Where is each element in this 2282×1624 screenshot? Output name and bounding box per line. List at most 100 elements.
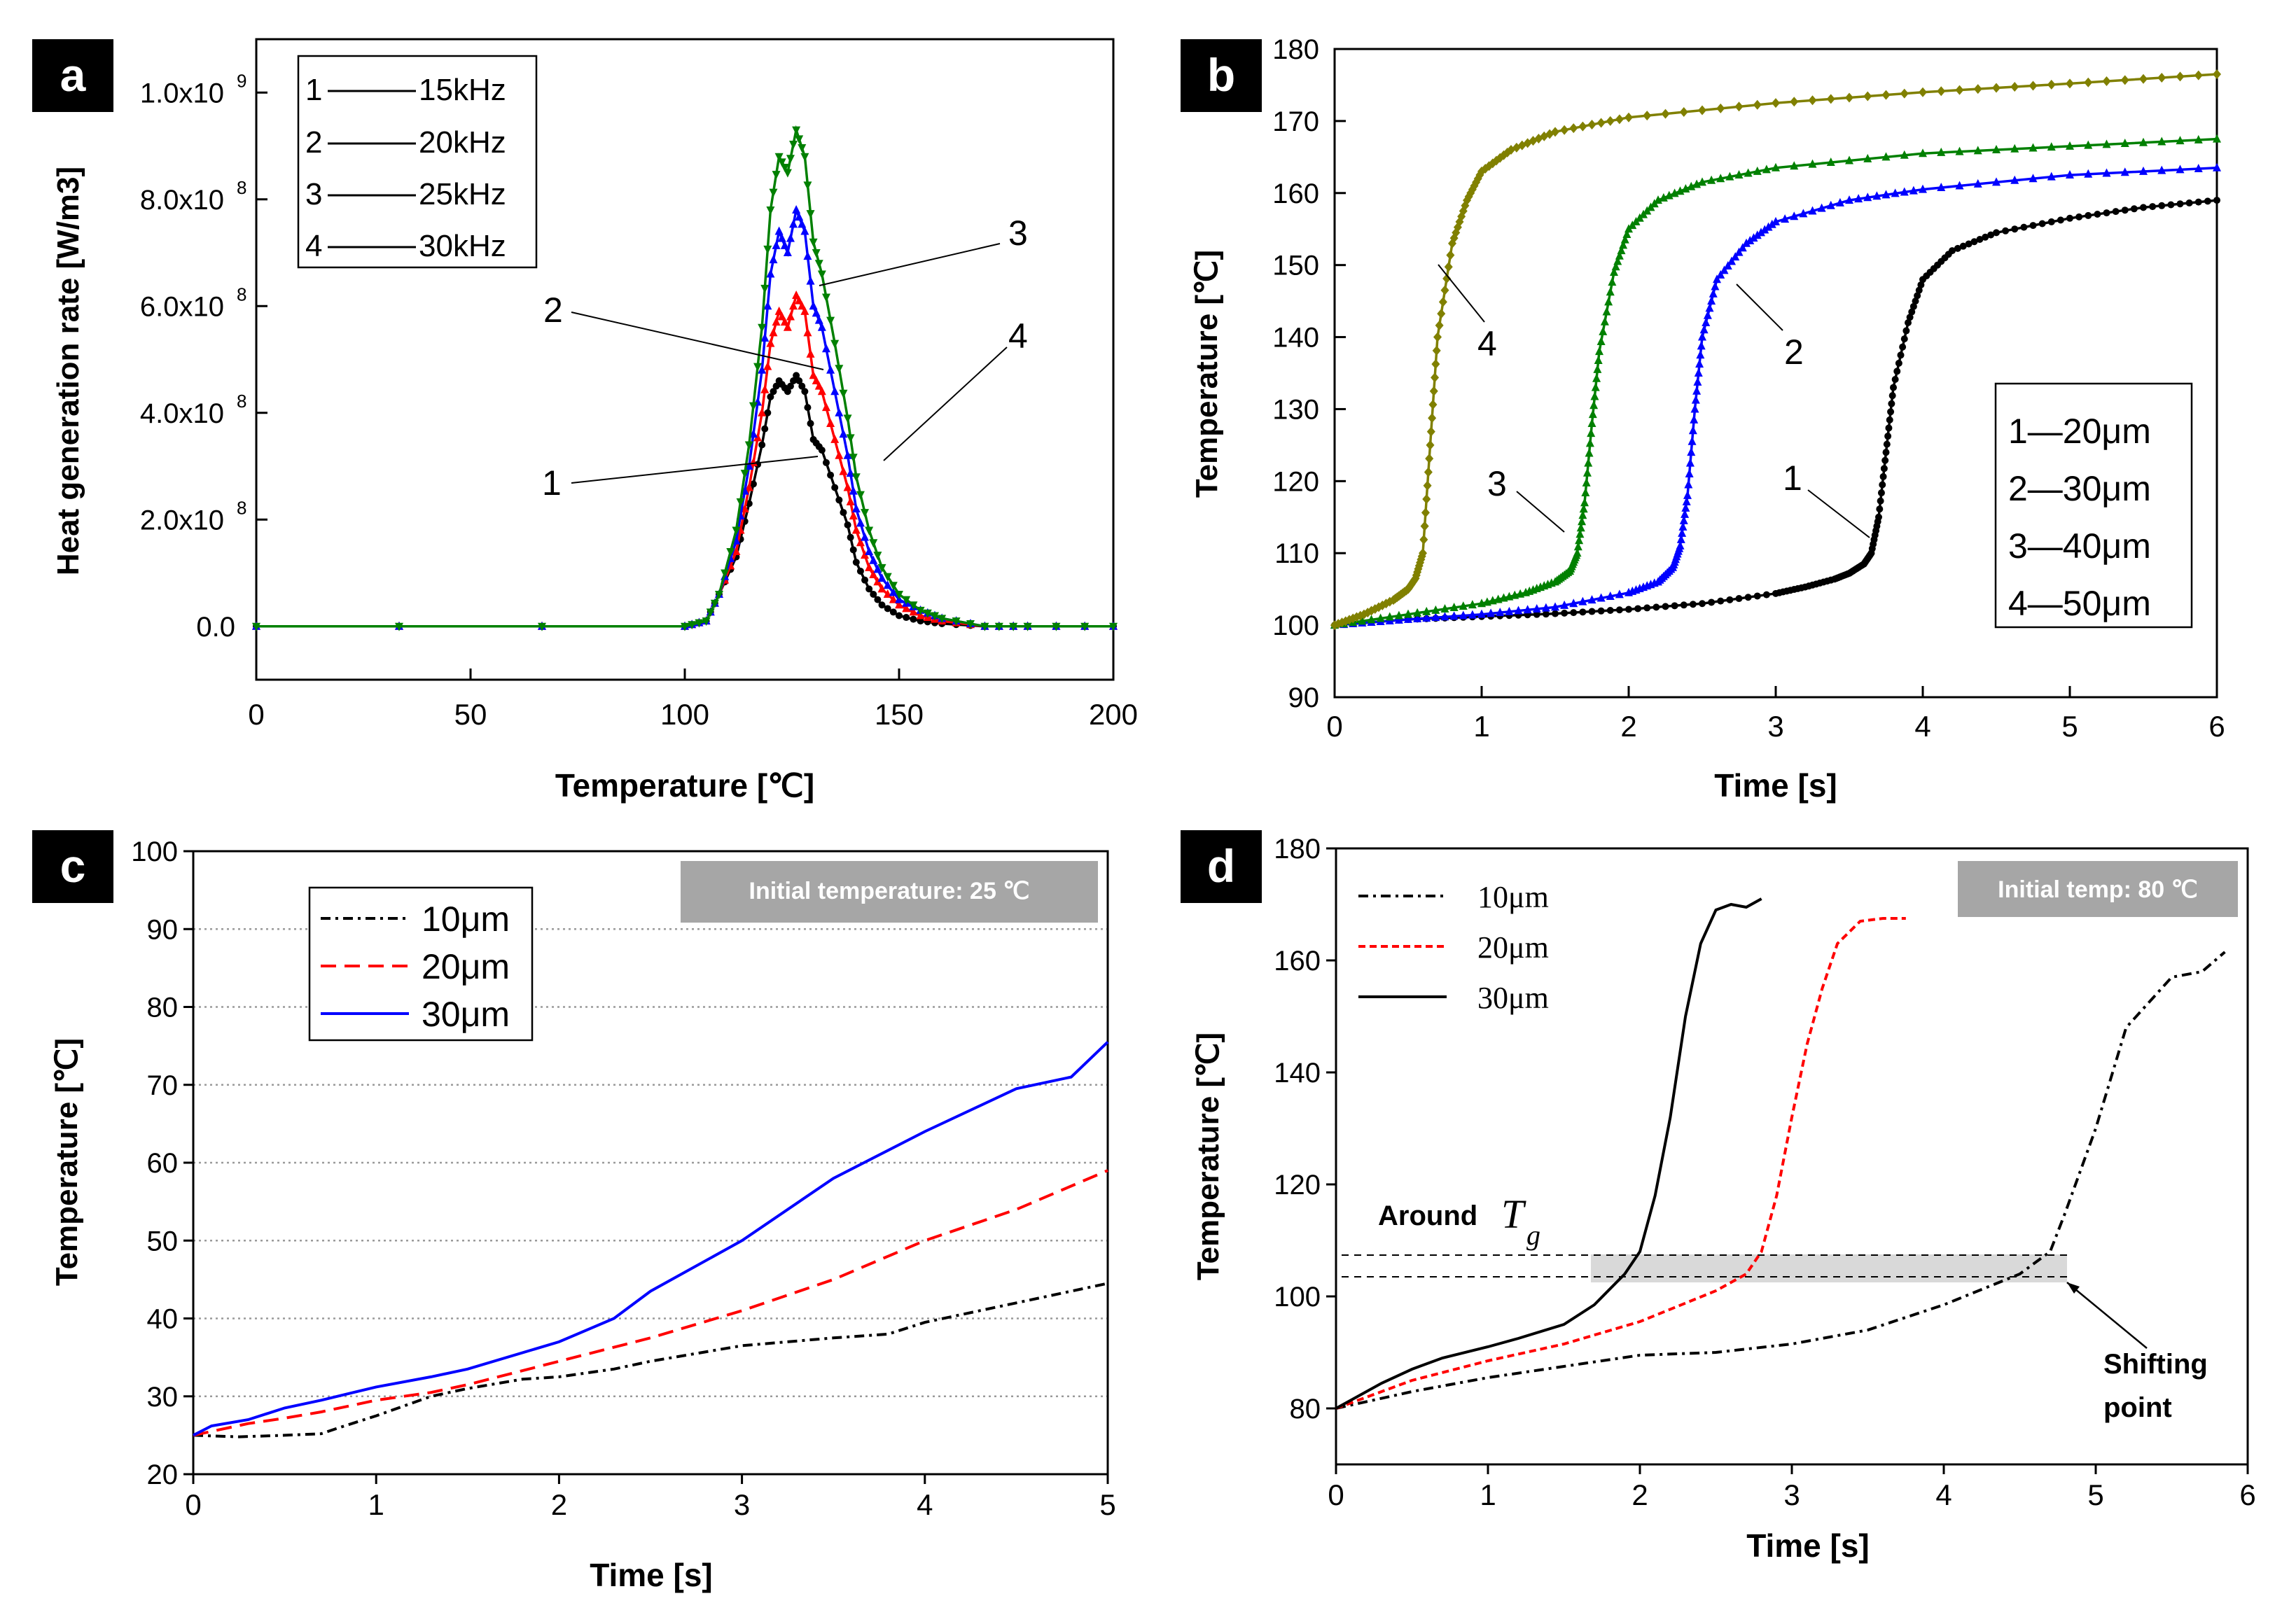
- panel-b-series-marker-1: [2066, 214, 2073, 222]
- panel-a-series-marker-2: [766, 338, 775, 347]
- panel-d-ylabel: Temperature [℃]: [1191, 1032, 1225, 1280]
- panel-b-series-marker-1: [1970, 238, 1978, 246]
- panel-b-legend-4: 4—50μm: [2008, 584, 2151, 623]
- panel-a-series-marker-3: [758, 365, 767, 374]
- panel-a-series-marker-4: [769, 188, 778, 197]
- panel-a-series-marker-4: [753, 363, 763, 372]
- panel-b-series-marker-2: [1693, 377, 1702, 386]
- panel-c: c 20 30 40 50 60 70 80 90 100 0 1 2 3 4 5 Time [s] Te…: [32, 830, 1116, 1593]
- panel-a-series-marker-4: [252, 622, 260, 631]
- panel-a-series-marker-4: [774, 153, 784, 162]
- panel-b-series-marker-2: [1826, 200, 1835, 209]
- panel-c-series-line-1: [193, 1282, 1108, 1438]
- panel-b-series-marker-3: [2120, 139, 2129, 148]
- panel-b-series-marker-3: [1573, 548, 1582, 557]
- panel-b-series-marker-3: [2047, 142, 2056, 151]
- panel-a-series-marker-4: [869, 539, 878, 548]
- panel-a-series-marker-4: [789, 140, 798, 149]
- panel-b-ylabel: Temperature [℃]: [1190, 250, 1224, 498]
- panel-b-series-marker-3: [1422, 606, 1431, 615]
- panel-b-series-marker-3: [1592, 373, 1601, 382]
- panel-b-series-marker-1: [1880, 465, 1888, 472]
- panel-b-series-marker-3: [1753, 166, 1762, 175]
- panel-b-series-marker-2: [1487, 608, 1496, 617]
- panel-a-series-marker-4: [714, 591, 723, 599]
- panel-b-series-marker-2: [1790, 211, 1799, 220]
- panel-d-ytick-label: 180: [1274, 834, 1321, 864]
- panel-b-series-marker-1: [2002, 227, 2010, 234]
- panel-b-series-marker-1: [1909, 302, 1917, 310]
- panel-a-series-marker-4: [777, 158, 786, 167]
- panel-b-series-marker-2: [1678, 528, 1687, 537]
- panel-a-series-marker-1: [807, 420, 814, 427]
- panel-b-series-marker-4: [1845, 92, 1853, 103]
- panel-b-series-marker-3: [2139, 137, 2148, 146]
- panel-a-series-marker-1: [910, 615, 917, 623]
- panel-d-legend-label-3: 30μm: [1477, 981, 1549, 1015]
- panel-a-series-marker-4: [1009, 622, 1018, 631]
- panel-d-shift-arrowhead: [2067, 1282, 2080, 1294]
- panel-b-series-marker-2: [2047, 172, 2056, 181]
- panel-a-series-marker-4: [873, 552, 882, 561]
- panel-b-series-marker-2: [1753, 230, 1762, 239]
- panel-a-series-marker-4: [1109, 622, 1118, 631]
- panel-d-series-line-2: [1335, 917, 1906, 1410]
- panel-a-series-marker-4: [856, 491, 865, 500]
- panel-b-ytick-label: 180: [1272, 34, 1319, 65]
- panel-b-series-marker-2: [1909, 186, 1918, 195]
- panel-a-series-marker-2: [789, 301, 798, 310]
- panel-a-series-marker-1: [818, 447, 826, 454]
- panel-b-series-marker-2: [1676, 540, 1685, 550]
- panel-a-series-marker-3: [809, 301, 818, 310]
- panel-a-series-marker-1: [804, 404, 812, 412]
- panel-a-series-marker-4: [883, 573, 892, 582]
- panel-c-ylabel: Temperature [℃]: [50, 1038, 84, 1286]
- panel-b-series-marker-3: [1734, 170, 1744, 179]
- panel-a-series-marker-1: [790, 377, 798, 384]
- panel-a-legend-label-3: 25kHz: [419, 177, 506, 211]
- panel-b-series-marker-3: [1762, 164, 1771, 174]
- panel-c-ytick-label: 100: [131, 836, 178, 867]
- panel-a-series-marker-2: [803, 328, 812, 337]
- panel-b-series: [1330, 69, 2221, 631]
- panel-b-series-marker-2: [1817, 203, 1826, 212]
- panel-b-series-marker-1: [1726, 596, 1734, 603]
- panel-b-series-marker-1: [2204, 197, 2211, 205]
- panel-a-series-marker-2: [814, 381, 823, 390]
- panel-b-legend-2: 2—30μm: [2008, 469, 2151, 508]
- panel-a-annotation-3-leader: [819, 243, 1001, 286]
- panel-b-series-marker-2: [2029, 174, 2038, 183]
- panel-b-ytick-label: 110: [1274, 538, 1319, 569]
- panel-b-series-marker-3: [1707, 175, 1716, 184]
- panel-b-series-marker-3: [1617, 246, 1626, 255]
- panel-b-series-marker-1: [1902, 327, 1910, 335]
- panel-b-legend-box: [1994, 382, 2193, 629]
- panel-b-series-marker-1: [1877, 497, 1884, 505]
- panel-b-series-marker-3: [1594, 355, 1603, 364]
- panel-a-ylabel: Heat generation rate [W/m3]: [51, 167, 85, 575]
- panel-a-series-marker-4: [952, 617, 961, 626]
- panel-b-series-marker-1: [1625, 606, 1632, 613]
- panel-a-series-marker-4: [814, 260, 823, 269]
- panel-b-series-marker-3: [1681, 183, 1690, 192]
- panel-a-series-marker-1: [870, 591, 877, 598]
- panel-a-series-marker-1: [798, 382, 806, 390]
- panel-b-series-marker-3: [1440, 603, 1449, 612]
- panel-d-xtick-label: 6: [2239, 1478, 2255, 1511]
- panel-b-series-marker-2: [1757, 227, 1765, 237]
- panel-b-series-marker-2: [1404, 614, 1412, 623]
- panel-b-series-marker-3: [1595, 346, 1603, 356]
- panel-b-series-marker-3: [2102, 139, 2111, 148]
- panel-b-series-marker-3: [1576, 523, 1585, 532]
- panel-a-series-marker-3: [812, 308, 821, 317]
- panel-a-series-marker-3: [865, 547, 874, 555]
- panel-b-series-marker-3: [1376, 613, 1385, 622]
- panel-c-legend-label-3: 30μm: [422, 995, 510, 1034]
- panel-d-ytick-label: 160: [1274, 946, 1321, 976]
- panel-c-info-text: Initial temperature: 25 ℃: [749, 878, 1030, 904]
- panel-a-series-marker-1: [896, 612, 903, 620]
- panel-a-series-marker-1: [770, 388, 777, 396]
- panel-b-series-marker-2: [1696, 350, 1705, 359]
- panel-a-series-marker-3: [744, 461, 753, 470]
